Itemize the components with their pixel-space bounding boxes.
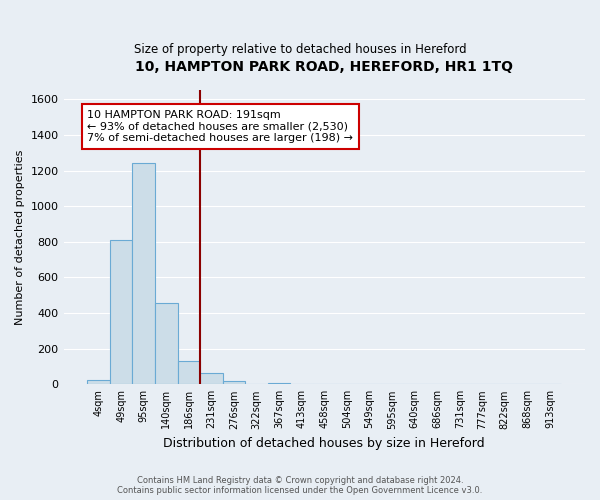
Bar <box>223 380 245 384</box>
Text: Contains HM Land Registry data © Crown copyright and database right 2024.
Contai: Contains HM Land Registry data © Crown c… <box>118 476 482 495</box>
Text: 10 HAMPTON PARK ROAD: 191sqm
← 93% of detached houses are smaller (2,530)
7% of : 10 HAMPTON PARK ROAD: 191sqm ← 93% of de… <box>87 110 353 143</box>
Text: Size of property relative to detached houses in Hereford: Size of property relative to detached ho… <box>134 42 466 56</box>
Bar <box>200 372 223 384</box>
Y-axis label: Number of detached properties: Number of detached properties <box>15 150 25 325</box>
Bar <box>155 304 178 384</box>
Bar <box>268 382 290 384</box>
Bar <box>178 361 200 384</box>
X-axis label: Distribution of detached houses by size in Hereford: Distribution of detached houses by size … <box>163 437 485 450</box>
Bar <box>133 164 155 384</box>
Title: 10, HAMPTON PARK ROAD, HEREFORD, HR1 1TQ: 10, HAMPTON PARK ROAD, HEREFORD, HR1 1TQ <box>135 60 513 74</box>
Bar <box>87 380 110 384</box>
Bar <box>110 240 133 384</box>
